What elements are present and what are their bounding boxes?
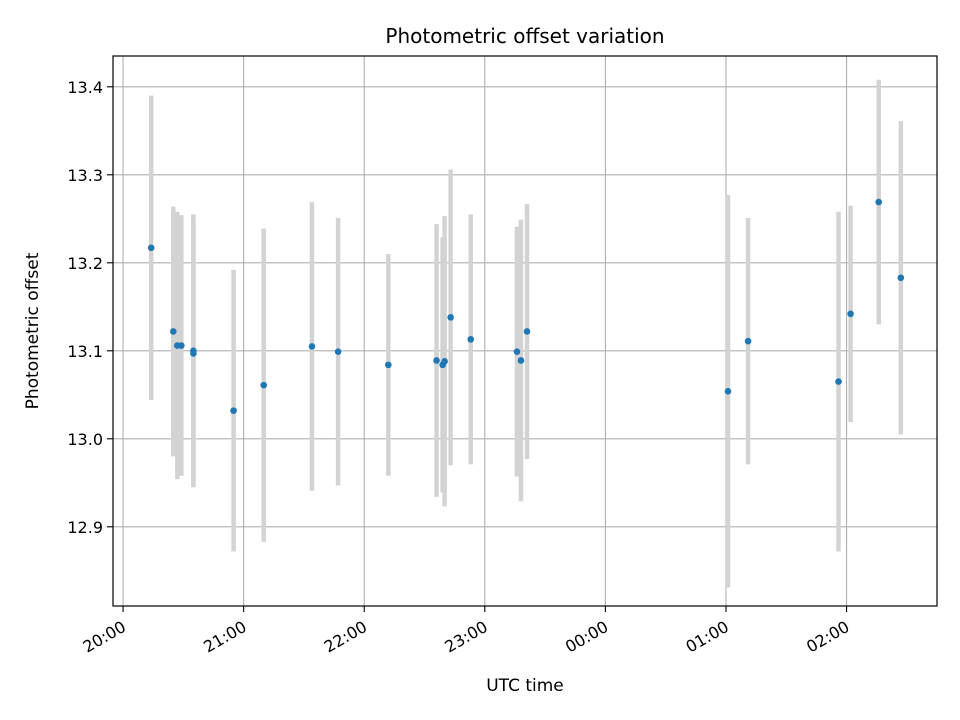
data-point [385, 361, 392, 369]
data-point [835, 378, 842, 385]
data-point [517, 357, 525, 364]
y-axis: 12.9 13.0 13.1 13.2 13.3 13.4 [67, 78, 113, 537]
y-tick-label: 13.0 [67, 430, 103, 449]
x-axis-label: UTC time [486, 676, 564, 696]
data-point [230, 407, 237, 414]
data-points [147, 198, 905, 414]
data-point [875, 198, 883, 206]
y-tick-label: 13.2 [67, 254, 103, 273]
data-point [724, 387, 732, 395]
data-point [260, 381, 268, 389]
data-point [744, 337, 752, 345]
x-axis: 20:00 21:00 22:00 23:00 00:00 01:00 02:00 [80, 606, 853, 657]
y-axis-label: Photometric offset [23, 252, 43, 409]
chart-title: Photometric offset variation [385, 24, 664, 48]
data-point [190, 350, 197, 357]
data-point [467, 336, 475, 343]
y-tick-label: 13.4 [67, 78, 103, 97]
data-point [334, 348, 342, 355]
data-point [847, 310, 854, 318]
data-point [447, 314, 454, 321]
data-point [441, 358, 448, 365]
x-tick-label: 23:00 [441, 617, 490, 657]
data-point [513, 348, 521, 355]
x-tick-label: 20:00 [80, 617, 129, 657]
data-point [523, 328, 531, 335]
data-point [147, 244, 155, 252]
data-point [308, 343, 316, 350]
y-tick-label: 13.3 [67, 166, 103, 185]
data-point [897, 274, 905, 282]
data-point [178, 342, 185, 349]
x-tick-label: 01:00 [683, 617, 732, 657]
y-tick-label: 13.1 [67, 342, 103, 361]
data-point [433, 357, 440, 364]
y-tick-label: 12.9 [67, 518, 103, 537]
x-tick-label: 02:00 [803, 617, 852, 657]
plot-frame [112, 55, 938, 607]
x-tick-label: 21:00 [200, 617, 249, 657]
x-tick-label: 00:00 [562, 617, 611, 657]
x-tick-label: 22:00 [321, 617, 370, 657]
data-point [169, 328, 177, 335]
